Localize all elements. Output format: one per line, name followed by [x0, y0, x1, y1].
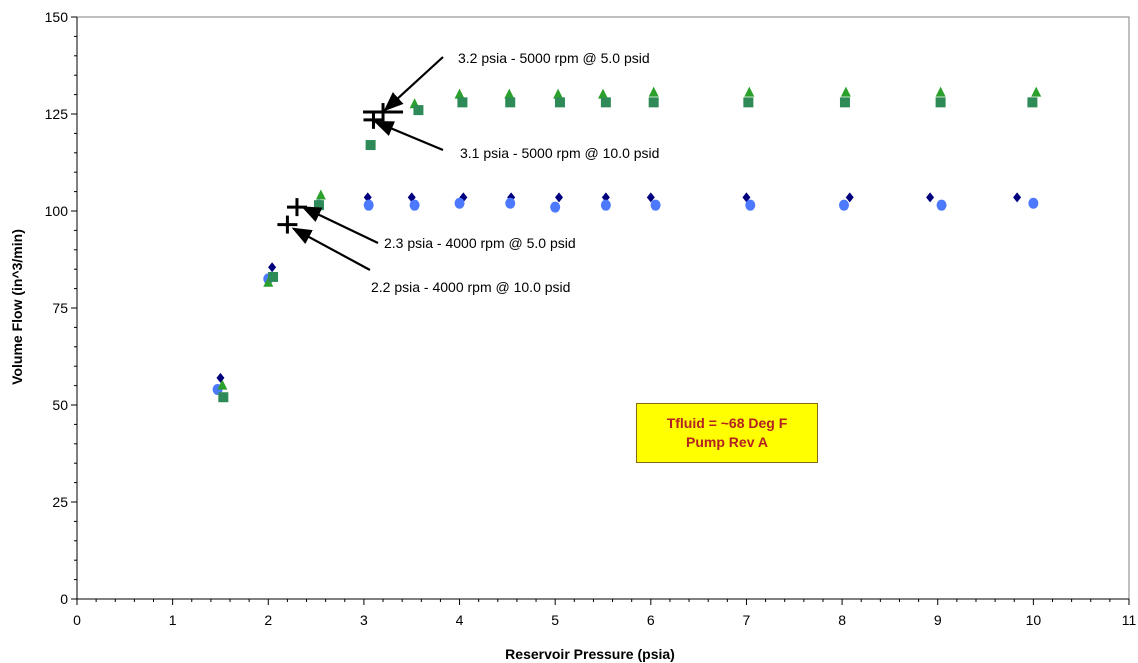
circle-point — [363, 199, 374, 211]
circle-point — [745, 199, 756, 211]
triangle-point — [504, 88, 515, 99]
triangle-point — [315, 189, 326, 200]
y-tick-label: 25 — [52, 494, 68, 510]
annotation-label: 2.2 psia - 4000 rpm @ 10.0 psid — [371, 279, 570, 295]
annotation-label: 2.3 psia - 4000 rpm @ 5.0 psid — [384, 235, 576, 251]
annotation-label: 3.1 psia - 5000 rpm @ 10.0 psid — [460, 145, 659, 161]
diamond-point — [1013, 192, 1022, 203]
x-tick-label: 2 — [264, 612, 272, 628]
x-tick-label: 4 — [456, 612, 464, 628]
triangle-point — [744, 86, 755, 97]
x-tick-label: 3 — [360, 612, 368, 628]
circle-point — [839, 199, 850, 211]
diamond-point — [742, 192, 751, 203]
circle-point — [454, 197, 465, 209]
square-point — [648, 97, 659, 108]
data-points — [212, 86, 1042, 403]
annotation-arrow — [383, 56, 444, 112]
annotation-arrow — [301, 206, 379, 244]
info-box: Tfluid = ~68 Deg F Pump Rev A — [636, 403, 818, 463]
circle-point — [505, 197, 516, 209]
diamond-point — [555, 192, 564, 203]
x-tick-label: 11 — [1122, 612, 1137, 628]
x-tick-label: 5 — [551, 612, 559, 628]
annotation-arrow — [291, 227, 371, 271]
triangle-point — [598, 88, 608, 99]
diamond-point — [601, 192, 610, 203]
square-point — [935, 97, 946, 108]
triangle-point — [217, 379, 228, 390]
annotations: 3.2 psia - 5000 rpm @ 5.0 psid 3.1 psia -… — [277, 50, 659, 295]
square-point — [505, 97, 516, 108]
square-point — [218, 392, 229, 403]
square-point — [268, 271, 279, 282]
y-axis-title: Volume Flow (in^3/min) — [9, 229, 25, 385]
diamond-point — [926, 192, 935, 203]
axes — [71, 16, 1130, 605]
x-tick-label: 9 — [934, 612, 942, 628]
tick-labels: 0 1 2 3 4 5 6 7 8 9 10 11 0 25 50 75 100 125 150 — [45, 9, 1137, 628]
triangle-point — [840, 86, 851, 97]
annotation-arrow — [373, 120, 444, 152]
info-box-line2: Pump Rev A — [686, 434, 768, 450]
triangle-point — [935, 86, 946, 97]
circle-point — [650, 199, 661, 211]
x-tick-label: 10 — [1026, 612, 1042, 628]
triangle-point — [553, 88, 564, 99]
y-tick-label: 0 — [60, 591, 68, 607]
square-point — [600, 97, 611, 108]
x-tick-label: 6 — [647, 612, 655, 628]
square-point — [313, 200, 324, 211]
square-point — [743, 97, 754, 108]
y-tick-label: 75 — [52, 300, 68, 316]
diamond-point — [845, 192, 854, 203]
x-axis-title: Reservoir Pressure (psia) — [505, 646, 675, 662]
x-tick-label: 0 — [73, 612, 81, 628]
square-point — [839, 97, 850, 108]
circle-point — [550, 201, 561, 213]
x-tick-label: 7 — [743, 612, 751, 628]
circle-point — [1028, 197, 1039, 209]
triangle-point — [454, 88, 465, 99]
square-point — [457, 97, 468, 108]
x-tick-label: 1 — [169, 612, 177, 628]
x-tick-label: 8 — [838, 612, 846, 628]
y-tick-label: 150 — [45, 9, 69, 25]
square-point — [1027, 97, 1038, 108]
square-point — [554, 97, 565, 108]
circle-point — [600, 199, 611, 211]
diamond-point — [646, 192, 655, 203]
triangle-point — [1031, 86, 1042, 97]
diamond-point — [268, 262, 277, 273]
y-tick-label: 125 — [45, 106, 69, 122]
square-point — [365, 140, 376, 151]
circle-point — [936, 199, 947, 211]
circle-point — [409, 199, 420, 211]
annotation-label: 3.2 psia - 5000 rpm @ 5.0 psid — [458, 50, 650, 66]
triangle-point — [648, 86, 659, 97]
y-tick-label: 100 — [45, 203, 69, 219]
square-point — [413, 105, 424, 116]
y-tick-label: 50 — [52, 397, 68, 413]
info-box-line1: Tfluid = ~68 Deg F — [666, 415, 788, 431]
